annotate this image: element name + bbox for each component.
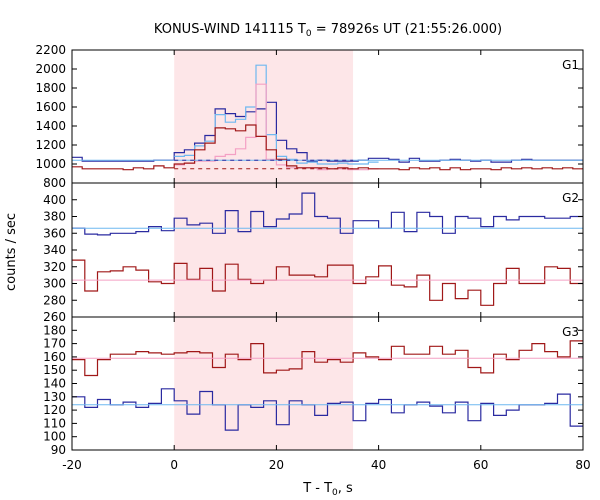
y-tick-label: 1800	[35, 81, 66, 95]
y-axis-label: counts / sec	[4, 213, 19, 291]
y-tick-label: 360	[43, 226, 66, 240]
x-tick-label: 40	[371, 458, 386, 472]
chart-title: KONUS-WIND 141115 T0 = 78926s UT (21:55:…	[154, 22, 502, 39]
y-tick-label: 120	[43, 403, 66, 417]
y-tick-label: 340	[43, 243, 66, 257]
panel-label-g3: G3	[562, 325, 579, 339]
y-tick-label: 100	[43, 430, 66, 444]
y-tick-label: 1600	[35, 100, 66, 114]
shaded-interval-g3	[174, 317, 354, 450]
y-tick-label: 160	[43, 350, 66, 364]
x-axis-label: T - T0, s	[302, 481, 353, 498]
series-g1-1	[174, 64, 379, 165]
shaded-interval-g2	[174, 183, 354, 317]
y-tick-label: 380	[43, 210, 66, 224]
series-g3-1	[72, 388, 583, 431]
y-tick-label: 150	[43, 363, 66, 377]
y-tick-label: 1200	[35, 138, 66, 152]
series-g2-1	[72, 259, 583, 306]
y-tick-label: 90	[51, 443, 66, 457]
y-tick-label: 280	[43, 293, 66, 307]
y-tick-label: 2000	[35, 62, 66, 76]
y-tick-label: 400	[43, 193, 66, 207]
y-tick-label: 130	[43, 390, 66, 404]
y-tick-label: 110	[43, 416, 66, 430]
y-tick-label: 320	[43, 260, 66, 274]
y-tick-label: 180	[43, 323, 66, 337]
x-tick-label: -20	[62, 458, 82, 472]
plot-area: 8001000120014001600180020002200G12602803…	[35, 43, 590, 472]
y-tick-label: 260	[43, 310, 66, 324]
x-tick-label: 20	[269, 458, 284, 472]
panel-label-g2: G2	[562, 191, 579, 205]
x-tick-label: 60	[473, 458, 488, 472]
y-tick-label: 1400	[35, 119, 66, 133]
series-g3-0	[72, 340, 583, 377]
x-tick-label: 0	[170, 458, 178, 472]
y-tick-label: 1000	[35, 157, 66, 171]
y-tick-label: 140	[43, 377, 66, 391]
panel-label-g1: G1	[562, 58, 579, 72]
shaded-interval-g1	[174, 50, 354, 183]
series-g1-3	[72, 124, 583, 171]
y-tick-label: 300	[43, 277, 66, 291]
series-g1-2	[174, 83, 379, 171]
y-tick-label: 800	[43, 176, 66, 190]
y-tick-label: 2200	[35, 43, 66, 57]
x-tick-label: 80	[575, 458, 590, 472]
y-tick-label: 170	[43, 337, 66, 351]
